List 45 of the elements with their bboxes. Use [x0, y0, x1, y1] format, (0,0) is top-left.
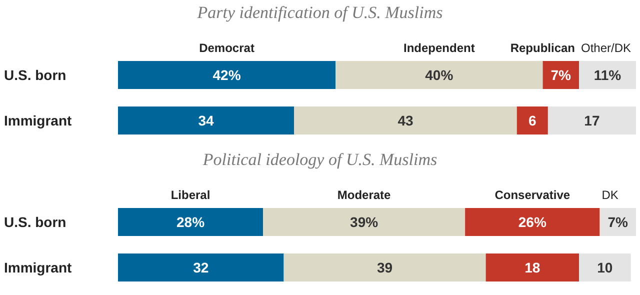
bar [284, 254, 486, 282]
data-label: 28% [176, 214, 206, 230]
data-label: 32 [193, 260, 209, 276]
bar [118, 106, 294, 134]
chart-title: Political ideology of U.S. Muslims [202, 149, 438, 171]
series-label: Other/DK [581, 41, 632, 55]
data-label: 10 [597, 260, 613, 276]
series-label: Conservative [494, 188, 570, 202]
data-label: 39 [376, 260, 393, 276]
data-label: 6 [528, 112, 536, 128]
bar [118, 254, 284, 282]
y-tick-label: Immigrant [4, 112, 72, 128]
data-label: 40% [425, 67, 454, 83]
data-label: 18 [524, 260, 540, 276]
data-label: 11% [594, 67, 622, 83]
bar [118, 208, 264, 236]
y-tick-label: U.S. born [4, 66, 66, 83]
bar [579, 61, 636, 89]
series-label: DK [602, 188, 618, 202]
data-label: 7% [608, 214, 629, 230]
bar [336, 61, 543, 89]
data-label: 34 [198, 112, 214, 128]
series-label: Independent [403, 41, 475, 55]
data-label: 17 [584, 112, 600, 128]
bar [516, 106, 548, 134]
data-label: 7% [550, 67, 572, 83]
data-label: 39% [350, 214, 379, 230]
bar [600, 208, 636, 236]
y-tick-label: Immigrant [4, 259, 72, 276]
series-label: Republican [510, 41, 576, 55]
bar [118, 61, 336, 89]
data-label: 43 [398, 112, 414, 128]
y-tick-label: U.S. born [4, 214, 66, 230]
series-label: Democrat [199, 41, 254, 55]
data-label: 26% [518, 214, 547, 230]
bar [486, 254, 580, 282]
bar [548, 106, 636, 134]
bar [465, 208, 600, 236]
bar [294, 106, 517, 134]
series-label: Moderate [337, 188, 392, 202]
bar [579, 254, 631, 282]
chart-title: Party identification of U.S. Muslims [196, 2, 444, 24]
bar [263, 208, 466, 236]
series-label: Liberal [170, 188, 210, 202]
data-label: 42% [212, 67, 242, 83]
